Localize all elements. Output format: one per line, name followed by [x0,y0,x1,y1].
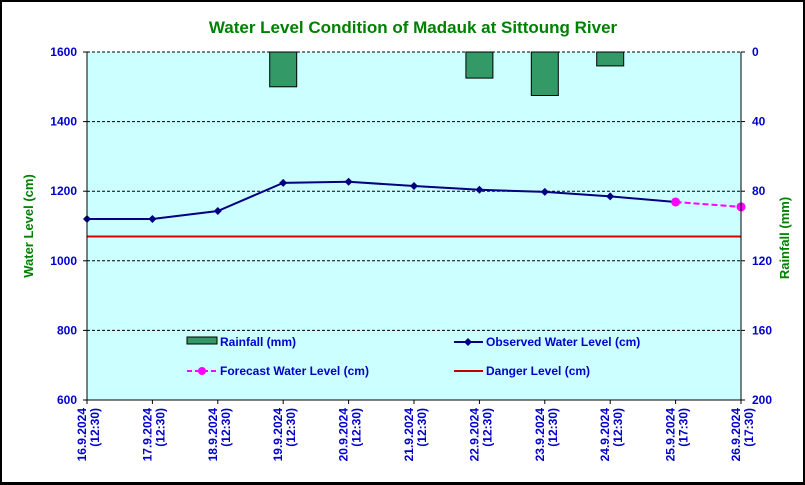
x-tick-label-time: (12:30) [480,408,494,447]
x-tick-label: 22.9.2024 [467,408,481,462]
y-tick-label: 800 [57,323,77,337]
x-tick-label: 23.9.2024 [533,408,547,462]
observed-point [279,178,288,187]
y-tick-label: 600 [57,393,77,407]
plot-area [87,52,741,400]
y2-tick-label: 80 [752,184,766,198]
observed-point [148,215,157,224]
y-tick-label: 1000 [50,254,77,268]
observed-point [344,177,353,186]
observed-line [87,180,676,221]
y2-tick-label: 120 [752,254,772,268]
legend-danger-label: Danger Level (cm) [486,364,590,378]
forecast-point [671,197,681,207]
legend-rainfall-label: Rainfall (mm) [220,335,296,349]
x-tick-label-time: (17:30) [677,408,691,447]
y-tick-label: 1600 [50,45,77,59]
x-tick-label-time: (12:30) [219,408,233,447]
observed-point [410,181,418,190]
x-tick-label: 17.9.2024 [140,408,154,462]
x-tick-label: 26.9.2024 [729,408,743,462]
x-tick-label: 19.9.2024 [271,408,285,462]
x-tick-label-time: (12:30) [546,408,560,447]
y-tick-label: 1200 [50,184,77,198]
y2-tick-label: 0 [752,45,759,59]
legend-observed-marker [464,338,472,346]
x-tick-label: 18.9.2024 [206,408,220,462]
forecast-line [675,200,742,208]
x-tick-label-time: (12:30) [153,408,167,447]
legend: Rainfall (mm) Observed Water Level (cm) … [186,335,640,378]
x-tick-label: 25.9.2024 [664,408,678,462]
x-tick-label-time: (12:30) [284,408,298,447]
y2-axis-label: Rainfall (mm) [777,197,792,279]
rainfall-bar [269,51,298,88]
x-tick-label-time: (12:30) [350,408,364,447]
observed-point [475,185,484,194]
y2-tick-label: 40 [752,115,766,129]
legend-rainfall-swatch [186,336,218,345]
observed-point [606,192,615,201]
x-tick-label: 20.9.2024 [337,408,351,462]
observed-point [213,207,222,216]
rainfall-bar [596,51,625,67]
observed-point [540,187,549,196]
legend-forecast-label: Forecast Water Level (cm) [220,364,369,378]
y2-tick-label: 200 [752,393,772,407]
legend-forecast-marker [198,367,206,375]
x-tick-label: 16.9.2024 [75,408,89,462]
chart-title: Water Level Condition of Madauk at Sitto… [209,18,618,37]
rainfall-bar [465,51,494,79]
x-tick-label: 24.9.2024 [598,408,612,462]
x-tick-label: 21.9.2024 [402,408,416,462]
x-tick-label-time: (17:30) [742,408,756,447]
x-tick-label-time: (12:30) [415,408,429,447]
x-tick-label-time: (12:30) [611,408,625,447]
legend-observed-label: Observed Water Level (cm) [486,335,640,349]
y2-tick-label: 160 [752,323,772,337]
x-tick-label-time: (12:30) [88,408,102,447]
y-tick-label: 1400 [50,115,77,129]
y-axis-label: Water Level (cm) [21,174,36,278]
rainfall-bar [530,51,559,96]
